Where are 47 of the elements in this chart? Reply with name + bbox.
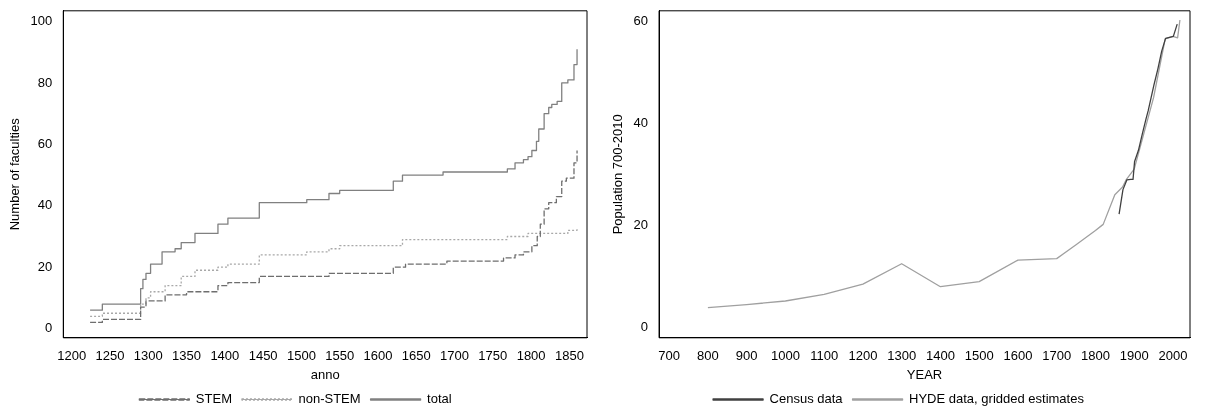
legend-label: Census data — [769, 391, 844, 407]
x-tick-label: 1300 — [133, 348, 163, 364]
x-tick-label: 1300 — [887, 348, 917, 364]
y-tick-label: 100 — [30, 13, 53, 29]
legend-label: HYDE data, gridded estimates — [909, 391, 1085, 407]
y-tick-label: 20 — [633, 216, 649, 232]
x-tick-label: 800 — [697, 348, 719, 364]
x-tick-label: 1400 — [210, 348, 240, 364]
x-tick-label: 1750 — [478, 348, 508, 364]
x-tick-label: 1400 — [925, 348, 955, 364]
legend-label: STEM — [195, 391, 232, 407]
y-tick-label: 80 — [37, 74, 53, 90]
x-tick-label: 1650 — [401, 348, 431, 364]
x-tick-label: 1450 — [248, 348, 278, 364]
x-tick-label: 1200 — [57, 348, 87, 364]
legend-label: total — [427, 391, 452, 407]
x-tick-label: 1500 — [286, 348, 316, 364]
legend-label: non-STEM — [298, 391, 361, 407]
x-tick-label: 1900 — [1119, 348, 1149, 364]
x-tick-label: 2000 — [1158, 348, 1188, 364]
x-tick-label: 1600 — [363, 348, 393, 364]
x-tick-label: 1800 — [516, 348, 546, 364]
x-tick-label: 1800 — [1080, 348, 1110, 364]
x-tick-label: 1350 — [172, 348, 202, 364]
x-tick-label: 1500 — [964, 348, 994, 364]
y-tick-label: 20 — [37, 258, 53, 274]
y-tick-label: 40 — [633, 114, 649, 130]
x-tick-label: 1550 — [325, 348, 355, 364]
x-axis-title: YEAR — [906, 366, 943, 382]
x-tick-label: 1000 — [770, 348, 800, 364]
x-tick-label: 1850 — [554, 348, 584, 364]
x-tick-label: 1700 — [440, 348, 469, 364]
y-tick-label: 60 — [633, 12, 649, 28]
y-tick-label: 0 — [640, 319, 649, 335]
x-tick-label: 700 — [658, 348, 680, 364]
x-tick-label: 1700 — [1042, 348, 1072, 364]
x-tick-label: 1600 — [1003, 348, 1033, 364]
y-tick-label: 0 — [45, 320, 53, 336]
y-tick-label: 40 — [37, 197, 53, 213]
x-tick-label: 900 — [735, 348, 758, 364]
y-axis-title: Population 700-2010 — [610, 114, 626, 235]
y-tick-label: 60 — [37, 135, 53, 151]
x-tick-label: 1100 — [810, 348, 839, 364]
x-tick-label: 1200 — [848, 348, 878, 364]
y-axis-title: Number of faculties — [7, 117, 23, 231]
x-axis-title: anno — [310, 366, 340, 382]
x-tick-label: 1250 — [95, 348, 125, 364]
